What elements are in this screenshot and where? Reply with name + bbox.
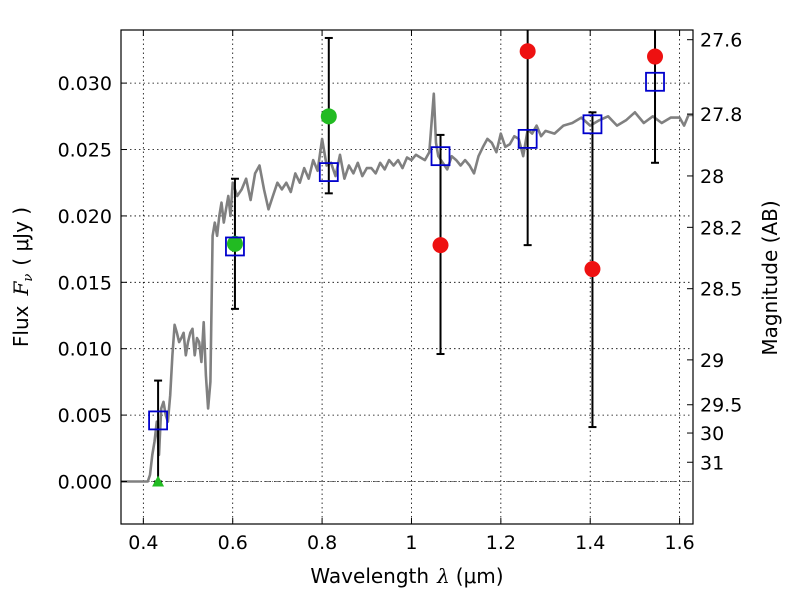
mag-tick-label: 29.5 [700, 395, 742, 417]
model-flux-square [318, 162, 339, 182]
flux-point [432, 237, 449, 254]
x-tick-label: 0.4 [128, 532, 158, 554]
y2-axis-label: Magnitude (AB) [758, 200, 782, 355]
plot-area [121, 30, 693, 487]
model-flux-square [517, 128, 538, 149]
y-tick-label: 0.000 [58, 472, 112, 494]
y-axis-label: FluxFν( μJy ) [9, 207, 36, 347]
sed-template-line [121, 92, 693, 483]
mag-tick-label: 28.2 [700, 217, 742, 239]
x-tick-label: 0.8 [307, 532, 337, 554]
y-tick-label: 0.030 [58, 73, 112, 95]
mag-tick-label: 29 [700, 350, 724, 372]
mag-tick-label: 28 [700, 166, 724, 188]
y-tick-label: 0.025 [58, 140, 112, 162]
flux-point [320, 108, 337, 125]
mag-tick-label: 27.8 [700, 104, 742, 126]
model-flux-square [430, 146, 451, 167]
y-tick-label: 0.020 [58, 206, 112, 228]
flux-point [226, 235, 243, 252]
model-flux-square [645, 71, 665, 92]
x-tick-label: 1.2 [486, 532, 516, 554]
mag-tick-label: 27.6 [700, 30, 742, 52]
x-tick-label: 1.6 [664, 532, 694, 554]
x-tick-label: 1.4 [575, 532, 605, 554]
y-tick-label: 0.015 [58, 272, 112, 294]
plot-frame [120, 29, 694, 525]
flux-point [647, 48, 664, 65]
x-tick-label: 0.6 [218, 532, 248, 554]
grid-layer [121, 30, 693, 524]
flux-point [584, 261, 601, 278]
mag-tick-label: 28.5 [700, 279, 742, 301]
tick-layer: 0.4 0.6 0.8 1 1.2 1.4 1.6 0.000 0.005 0.010 0.015 0… [58, 30, 743, 554]
model-flux-square [582, 114, 603, 135]
mag-tick-label: 30 [700, 423, 724, 445]
mag-tick-label: 31 [700, 452, 724, 474]
upper-limit-marker [152, 475, 165, 487]
plot-layer [121, 30, 693, 487]
x-axis-label: Wavelength λ (μm) [310, 564, 503, 588]
x-tick-label: 1 [405, 532, 417, 554]
model-flux-square [148, 410, 168, 431]
flux-point [519, 43, 536, 60]
y-tick-label: 0.010 [58, 339, 112, 361]
model-flux-square [225, 236, 245, 257]
y-tick-label: 0.005 [58, 405, 112, 427]
